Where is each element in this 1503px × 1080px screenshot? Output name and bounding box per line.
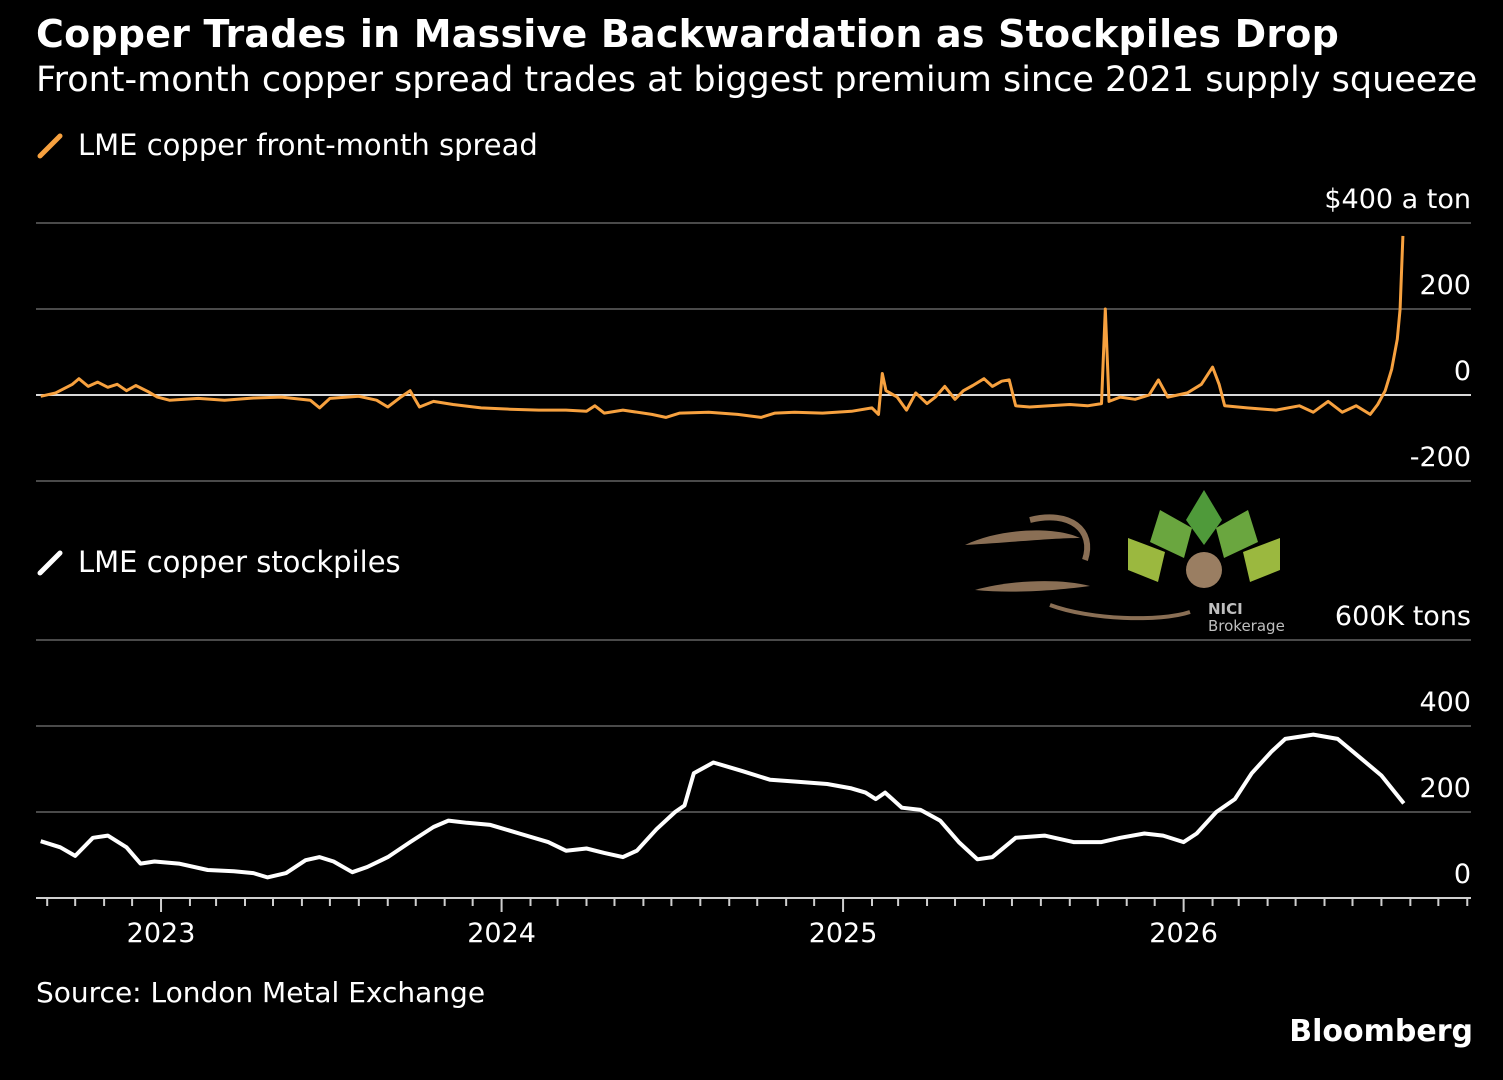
stockpile-y-tick-400: 400 (1419, 687, 1471, 718)
legend-spread-label: LME copper front-month spread (78, 128, 538, 162)
x-tick-label-2023: 2023 (127, 918, 196, 949)
x-axis-month-ticks (46, 898, 1469, 912)
white-line-legend-icon (37, 550, 63, 576)
spread-y-tick-200: 200 (1419, 270, 1471, 301)
spread-y-tick-0: 0 (1454, 356, 1471, 387)
chart-subtitle: Front-month copper spread trades at bigg… (36, 60, 1478, 100)
stockpile-panel: 600K tons 400 200 0 (36, 601, 1471, 899)
legend-spread: LME copper front-month spread (36, 128, 538, 162)
x-tick-label-2026: 2026 (1149, 918, 1218, 949)
stockpile-y-tick-200: 200 (1419, 773, 1471, 804)
spread-gridlines (36, 222, 1471, 482)
spread-panel: $400 a ton 200 0 -200 (36, 184, 1471, 482)
legend-stockpiles: LME copper stockpiles (36, 545, 401, 579)
spread-unit-label: $400 a ton (1324, 184, 1471, 215)
nici-brokerage-logo: NICI Brokerage (965, 490, 1285, 635)
watermark-name: NICI (1208, 600, 1243, 618)
watermark-tagline: Brokerage (1208, 617, 1285, 635)
legend-stockpiles-label: LME copper stockpiles (78, 545, 401, 579)
bloomberg-logo: Bloomberg (1289, 1014, 1473, 1049)
stockpile-y-tick-0: 0 (1454, 859, 1471, 890)
spread-series-line (40, 235, 1405, 419)
orange-line-legend-icon (37, 133, 63, 159)
source-note: Source: London Metal Exchange (36, 976, 486, 1009)
x-tick-label-2025: 2025 (809, 918, 878, 949)
x-axis: 2023 2024 2025 2026 (36, 897, 1471, 949)
chart-title: Copper Trades in Massive Backwardation a… (36, 12, 1339, 56)
spread-y-tick-neg200: -200 (1410, 442, 1471, 473)
x-tick-label-2024: 2024 (467, 918, 536, 949)
stockpile-series-line (40, 732, 1406, 880)
stockpile-unit-label: 600K tons (1335, 601, 1471, 632)
